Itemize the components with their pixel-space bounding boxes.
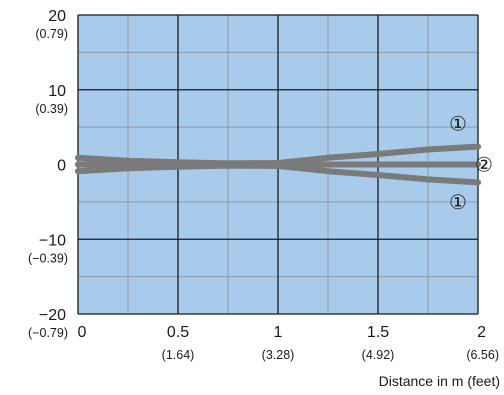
data-point xyxy=(425,146,431,153)
data-point xyxy=(325,154,331,161)
x-tick-label: 0.5 xyxy=(167,324,189,341)
data-point xyxy=(275,161,281,168)
data-point xyxy=(75,154,81,161)
y-tick-sublabel: (0.39) xyxy=(35,102,68,116)
x-tick-sublabel: (4.92) xyxy=(362,348,395,362)
data-point xyxy=(475,143,481,150)
curve-marker: ① xyxy=(449,111,467,135)
data-point xyxy=(475,179,481,186)
data-point xyxy=(375,151,381,158)
curve-markers: ①②① xyxy=(449,111,493,213)
x-tick-sublabel: (1.64) xyxy=(162,348,195,362)
x-tick-sublabel: (3.28) xyxy=(262,348,295,362)
x-tick-label: 1 xyxy=(274,324,283,341)
y-tick-sublabel: (−0.39) xyxy=(28,251,68,265)
y-tick-sublabel: (−0.79) xyxy=(28,326,68,340)
x-axis-title: Distance in m (feet) xyxy=(379,373,500,389)
y-tick-label: 0 xyxy=(57,158,66,175)
y-tick-label: 10 xyxy=(48,83,66,100)
tick-labels: 20 (0.79) 10 (0.39) 0 −10 (−0.39) −20 (−0.79) 0 0.… xyxy=(28,8,499,362)
y-tick-label: 20 xyxy=(48,8,66,25)
x-tick-label: 2 xyxy=(477,324,486,341)
data-point xyxy=(375,161,381,168)
data-point xyxy=(75,168,81,175)
data-point xyxy=(475,161,481,168)
y-tick-sublabel: (0.79) xyxy=(35,27,68,41)
y-tick-label: −20 xyxy=(39,307,66,324)
data-point xyxy=(375,171,381,178)
curve-marker: ② xyxy=(475,153,493,177)
data-point xyxy=(325,168,331,175)
data-point xyxy=(425,176,431,183)
x-tick-sublabel: (6.56) xyxy=(466,348,499,362)
x-tick-label: 1.5 xyxy=(367,324,389,341)
series-layer xyxy=(75,143,481,186)
data-point xyxy=(175,161,181,168)
data-point xyxy=(75,161,81,168)
y-tick-label: −10 xyxy=(39,232,66,249)
curve-marker: ① xyxy=(449,190,467,214)
x-tick-label: 0 xyxy=(78,324,87,341)
